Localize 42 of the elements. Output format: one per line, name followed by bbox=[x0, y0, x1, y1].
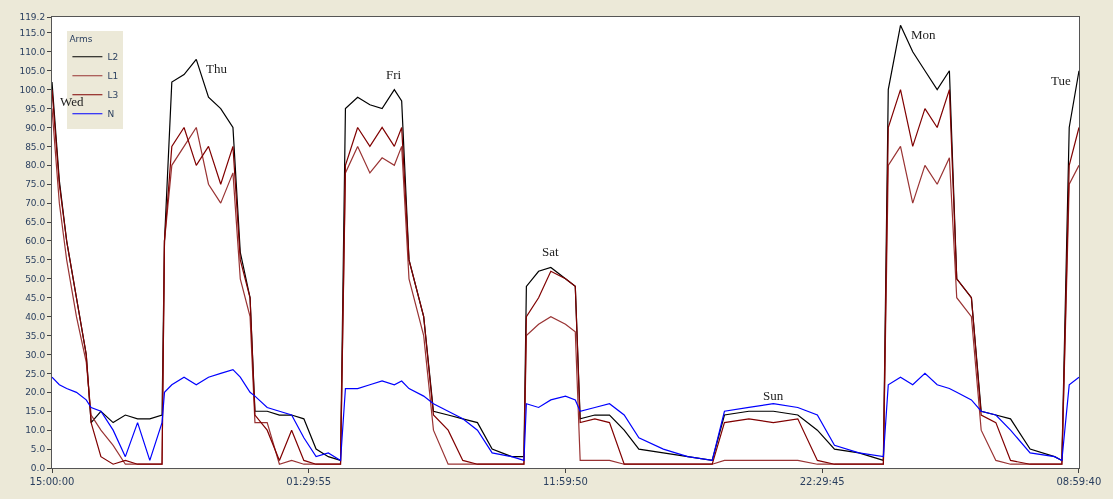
y-tick-label: 55.0 bbox=[25, 255, 46, 266]
y-tick-label: 65.0 bbox=[25, 217, 46, 228]
y-tick-label: 95.0 bbox=[25, 103, 46, 114]
y-tick-label: 40.0 bbox=[25, 311, 46, 322]
annotation: Tue bbox=[1051, 73, 1071, 88]
legend-label: L3 bbox=[107, 90, 119, 101]
x-tick-label: 08:59:40 bbox=[1056, 476, 1102, 487]
y-tick-label: 20.0 bbox=[25, 387, 46, 398]
x-tick-label: 15:00:00 bbox=[29, 476, 75, 487]
legend-label: L2 bbox=[107, 52, 119, 63]
y-tick-label: 110.0 bbox=[19, 46, 46, 57]
y-tick-label: 75.0 bbox=[25, 179, 46, 190]
y-tick-label: 100.0 bbox=[19, 84, 46, 95]
annotation: Mon bbox=[911, 27, 937, 42]
x-tick-label: 11:59:50 bbox=[542, 476, 588, 487]
annotation: Wed bbox=[60, 94, 84, 109]
y-tick-label: 15.0 bbox=[25, 406, 46, 417]
y-tick-label: 35.0 bbox=[25, 330, 46, 341]
y-tick-label: 90.0 bbox=[25, 122, 46, 133]
y-tick-label: 0.0 bbox=[30, 463, 46, 474]
y-tick-label: 80.0 bbox=[25, 160, 46, 171]
annotation: Sat bbox=[542, 244, 559, 259]
y-tick-label: 115.0 bbox=[19, 28, 46, 39]
y-tick-label: 25.0 bbox=[25, 368, 46, 379]
legend-label: L1 bbox=[107, 71, 119, 82]
annotation: Sun bbox=[763, 388, 784, 403]
y-tick-label: 105.0 bbox=[19, 65, 46, 76]
y-tick-label: 45.0 bbox=[25, 292, 46, 303]
legend-title: Arms bbox=[69, 34, 93, 45]
y-tick-label: 85.0 bbox=[25, 141, 46, 152]
legend-label: N bbox=[107, 109, 115, 120]
y-tick-label: 70.0 bbox=[25, 198, 46, 209]
y-tick-label: 60.0 bbox=[25, 236, 46, 247]
annotation: Fri bbox=[386, 67, 402, 82]
y-tick-label: 5.0 bbox=[30, 444, 46, 455]
y-tick-label: 30.0 bbox=[25, 349, 46, 360]
x-tick-label: 01:29:55 bbox=[286, 476, 332, 487]
x-tick-label: 22:29:45 bbox=[799, 476, 845, 487]
y-tick-label: 10.0 bbox=[25, 425, 46, 436]
y-tick-label: 119.2 bbox=[19, 12, 46, 23]
y-tick-label: 50.0 bbox=[25, 273, 46, 284]
annotation: Thu bbox=[206, 61, 228, 76]
